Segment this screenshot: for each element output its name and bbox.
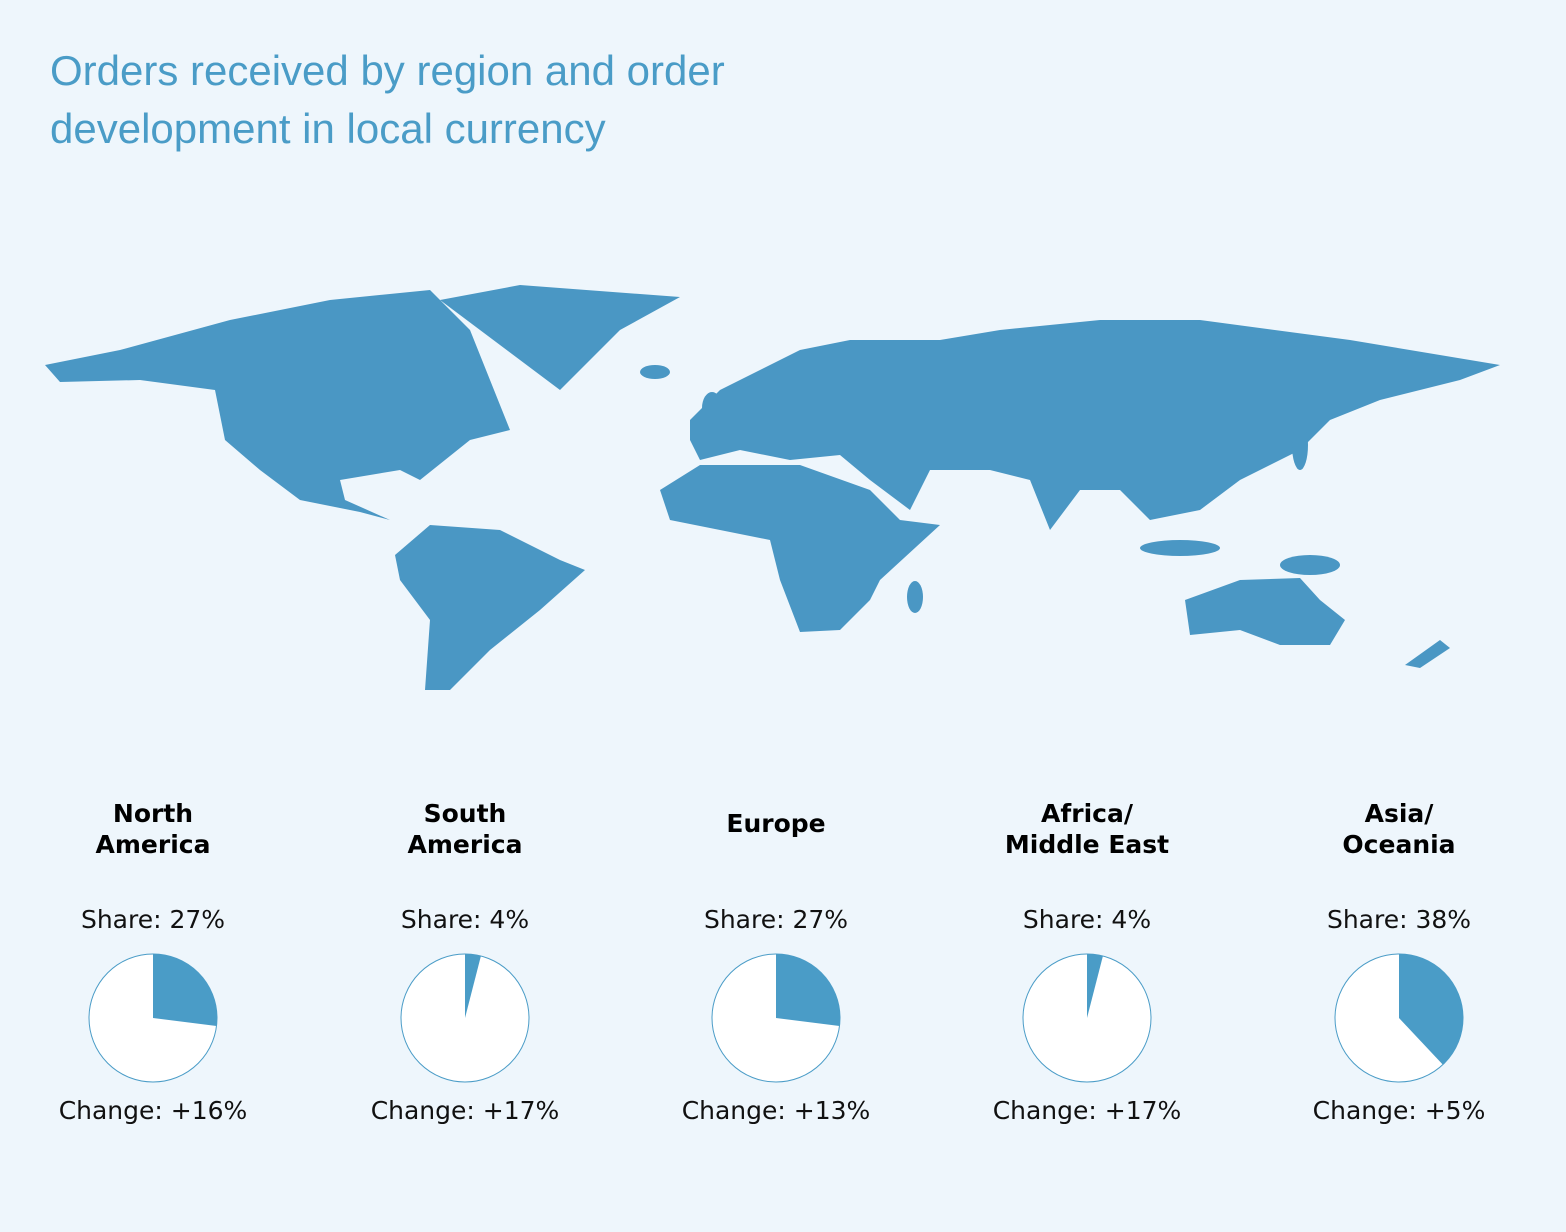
region-title: Middle East xyxy=(1005,830,1169,859)
region-title: Asia/ xyxy=(1365,799,1435,828)
region-title: Africa/ xyxy=(1041,799,1134,828)
share-label: Share: 4% xyxy=(1023,905,1151,934)
change-label: Change: +17% xyxy=(993,1096,1182,1125)
region-title: South xyxy=(424,799,507,828)
pie-slice xyxy=(153,954,218,1027)
map-iceland xyxy=(640,365,670,379)
map-uk xyxy=(702,392,722,424)
region-title: Europe xyxy=(726,809,825,838)
map-eurasia xyxy=(690,320,1500,530)
pie-slice xyxy=(465,954,481,1018)
share-label: Share: 27% xyxy=(704,905,848,934)
map-new-zealand xyxy=(1405,640,1450,668)
region-title: Oceania xyxy=(1342,830,1455,859)
map-australia xyxy=(1185,578,1345,645)
map-north-america xyxy=(45,290,510,520)
pie-slice xyxy=(776,954,840,1027)
pie-slice xyxy=(1399,954,1464,1065)
world-map xyxy=(45,285,1500,690)
map-greenland xyxy=(440,285,680,390)
share-label: Share: 38% xyxy=(1327,905,1471,934)
page-title: development in local currency xyxy=(50,105,606,152)
change-label: Change: +13% xyxy=(682,1096,871,1125)
share-label: Share: 4% xyxy=(401,905,529,934)
map-south-america xyxy=(395,525,585,690)
map-new-guinea xyxy=(1280,555,1340,575)
change-label: Change: +5% xyxy=(1313,1096,1486,1125)
map-indonesia xyxy=(1140,540,1220,556)
change-label: Change: +17% xyxy=(371,1096,560,1125)
region-title: America xyxy=(96,830,211,859)
region-title: America xyxy=(408,830,523,859)
share-label: Share: 27% xyxy=(81,905,225,934)
region-title: North xyxy=(113,799,193,828)
page-title: Orders received by region and order xyxy=(50,47,725,94)
map-africa xyxy=(660,465,940,632)
map-japan xyxy=(1292,420,1308,470)
change-label: Change: +16% xyxy=(59,1096,248,1125)
map-madagascar xyxy=(907,581,923,613)
pie-slice xyxy=(1087,954,1103,1018)
